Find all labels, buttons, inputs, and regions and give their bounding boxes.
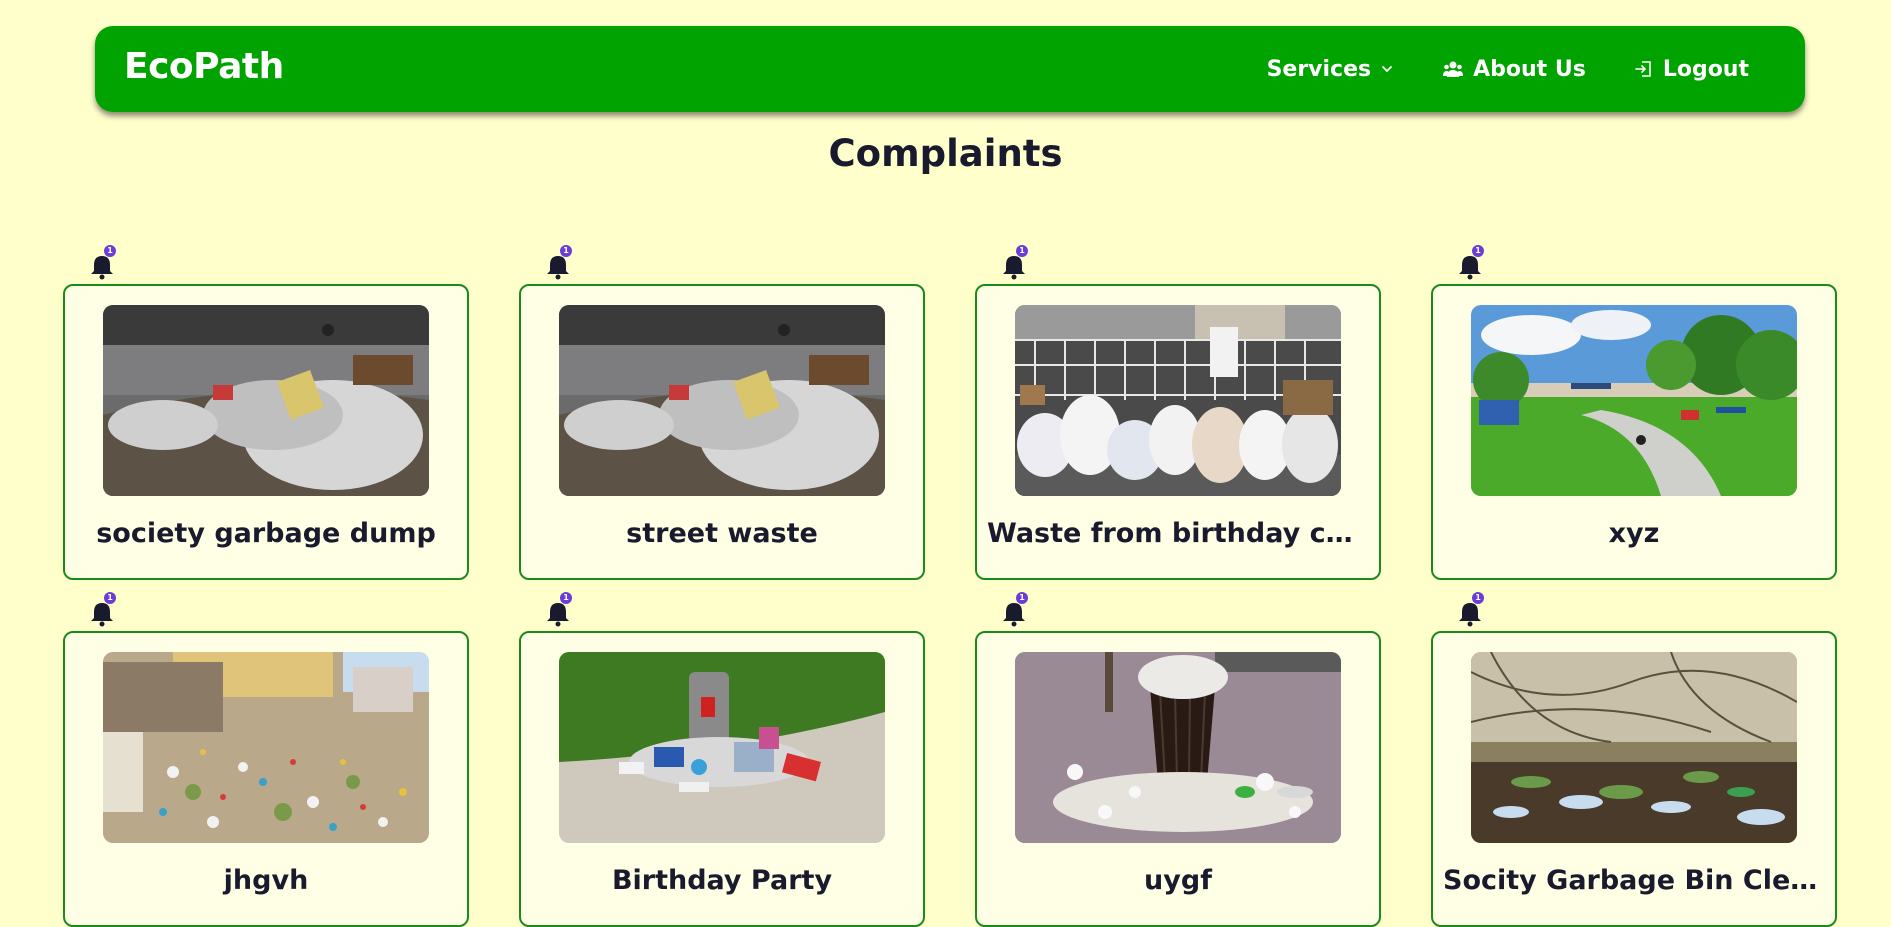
complaint-title: jhgvh: [223, 865, 309, 896]
complaint-title: Waste from birthday celeb...: [987, 518, 1369, 549]
complaint-item: 1 jhgvh: [63, 592, 469, 927]
complaint-title: Socity Garbage Bin Cleani...: [1443, 865, 1825, 896]
complaint-photo: [1015, 652, 1341, 843]
notification-badge: 1: [560, 592, 572, 604]
bell-icon[interactable]: 1: [1002, 592, 1028, 627]
complaint-item: 1 uygf: [975, 592, 1381, 927]
complaint-card[interactable]: society garbage dump: [63, 284, 469, 580]
complaint-photo: [103, 652, 429, 843]
complaint-card[interactable]: Birthday Party: [519, 631, 925, 927]
complaint-item: 1 Socity Gar: [1431, 592, 1837, 927]
page-title: Complaints: [828, 132, 1063, 175]
notification-badge: 1: [104, 245, 116, 257]
users-icon: [1442, 59, 1464, 79]
brand-logo[interactable]: EcoPath: [124, 46, 284, 87]
complaint-photo: [1471, 652, 1797, 843]
nav-services[interactable]: Services: [1267, 57, 1395, 82]
complaint-card[interactable]: Socity Garbage Bin Cleani...: [1431, 631, 1837, 927]
nav-about-us-label: About Us: [1473, 56, 1586, 82]
complaint-title: uygf: [1144, 865, 1212, 896]
complaint-card[interactable]: street waste: [519, 284, 925, 580]
complaint-photo: [559, 652, 885, 843]
bell-icon[interactable]: 1: [90, 245, 116, 280]
nav-logout-label: Logout: [1662, 56, 1749, 82]
nav-logout[interactable]: Logout: [1634, 57, 1749, 82]
bell-icon[interactable]: 1: [1458, 245, 1484, 280]
complaint-title: street waste: [626, 518, 818, 549]
complaint-photo: [559, 305, 885, 496]
nav-services-label: Services: [1266, 56, 1372, 82]
complaint-title: society garbage dump: [96, 518, 436, 549]
complaint-item: 1: [1431, 245, 1837, 580]
complaint-item: 1 society garbage dump: [63, 245, 469, 580]
complaint-card[interactable]: Waste from birthday celeb...: [975, 284, 1381, 580]
chevron-down-icon: [1380, 62, 1394, 76]
notification-badge: 1: [1472, 245, 1484, 257]
complaint-card[interactable]: uygf: [975, 631, 1381, 927]
notification-badge: 1: [104, 592, 116, 604]
complaint-title: Birthday Party: [611, 865, 833, 896]
bell-icon[interactable]: 1: [1002, 245, 1028, 280]
nav-links: Services About Us: [1267, 26, 1749, 112]
notification-badge: 1: [1016, 592, 1028, 604]
complaint-item: 1: [975, 245, 1381, 580]
bell-icon[interactable]: 1: [1458, 592, 1484, 627]
nav-about-us[interactable]: About Us: [1442, 57, 1586, 82]
complaint-photo: [1015, 305, 1341, 496]
notification-badge: 1: [560, 245, 572, 257]
complaint-photo: [1471, 305, 1797, 496]
top-navbar: EcoPath Services About Us: [95, 26, 1805, 112]
complaint-item: 1 street waste: [519, 245, 925, 580]
complaint-card[interactable]: jhgvh: [63, 631, 469, 927]
complaint-title: xyz: [1608, 518, 1660, 549]
complaints-grid: 1 society garbage dump: [63, 245, 1839, 927]
logout-icon: [1634, 59, 1654, 79]
bell-icon[interactable]: 1: [90, 592, 116, 627]
notification-badge: 1: [1472, 592, 1484, 604]
complaint-card[interactable]: xyz: [1431, 284, 1837, 580]
complaint-item: 1 Birthday Party: [519, 592, 925, 927]
bell-icon[interactable]: 1: [546, 592, 572, 627]
bell-icon[interactable]: 1: [546, 245, 572, 280]
notification-badge: 1: [1016, 245, 1028, 257]
complaint-photo: [103, 305, 429, 496]
